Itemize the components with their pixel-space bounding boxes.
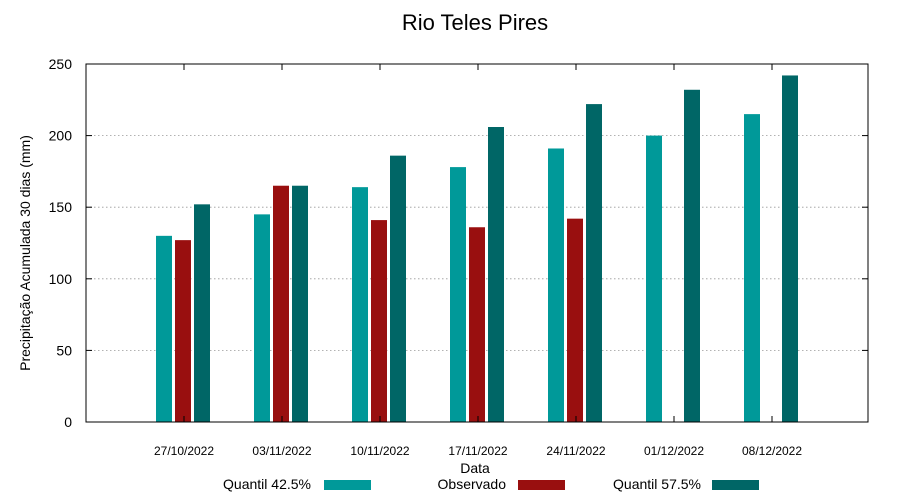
x-tick-label: 27/10/2022 [154, 444, 214, 458]
bar-quantil-57-5 [586, 104, 602, 422]
bar-quantil-57-5 [488, 127, 504, 423]
bar-observado [469, 227, 485, 422]
chart-title: Rio Teles Pires [402, 10, 548, 35]
bar-quantil-42-5 [744, 114, 760, 423]
y-axis-label: Precipitação Acumulada 30 dias (mm) [17, 135, 33, 371]
legend-swatch [518, 480, 565, 490]
bar-observado [175, 240, 191, 422]
bar-quantil-42-5 [352, 187, 368, 422]
y-tick-label: 100 [49, 271, 73, 287]
legend-label: Quantil 57.5% [613, 476, 701, 492]
bar-quantil-57-5 [292, 185, 308, 422]
bar-observado [371, 220, 387, 422]
y-tick-label: 50 [56, 342, 72, 358]
bar-observado [273, 185, 289, 422]
x-tick-label: 01/12/2022 [644, 444, 704, 458]
x-tick-label: 17/11/2022 [448, 444, 507, 458]
legend: Quantil 42.5% Observado Quantil 57.5% [223, 476, 759, 492]
bar-quantil-42-5 [156, 235, 172, 422]
bars [156, 75, 798, 423]
x-tick-label: 24/11/2022 [546, 444, 605, 458]
x-tick-label: 10/11/2022 [350, 444, 409, 458]
legend-swatch [324, 480, 371, 490]
y-tick-label: 200 [49, 128, 73, 144]
bar-quantil-57-5 [390, 155, 406, 422]
plot-frame [85, 63, 869, 423]
y-tick-label: 0 [64, 414, 72, 430]
bar-quantil-42-5 [450, 167, 466, 422]
x-tick-label: 03/11/2022 [252, 444, 311, 458]
y-tick-label: 150 [49, 199, 73, 215]
bar-quantil-57-5 [684, 89, 700, 422]
x-axis-ticks: 27/10/2022 03/11/2022 10/11/2022 17/11/2022… [154, 64, 802, 458]
y-tick-label: 250 [49, 56, 73, 72]
legend-swatch [712, 480, 759, 490]
bar-quantil-42-5 [548, 148, 564, 422]
x-tick-label: 08/12/2022 [742, 444, 802, 458]
bar-quantil-42-5 [254, 214, 270, 422]
bar-observado [567, 218, 583, 422]
legend-label: Quantil 42.5% [223, 476, 311, 492]
legend-label: Observado [438, 476, 507, 492]
bar-quantil-57-5 [194, 204, 210, 422]
bar-quantil-42-5 [646, 135, 662, 422]
bar-quantil-57-5 [782, 75, 798, 423]
y-axis-ticks: 0 50 100 150 200 250 [49, 56, 868, 430]
x-axis-label: Data [460, 460, 490, 476]
